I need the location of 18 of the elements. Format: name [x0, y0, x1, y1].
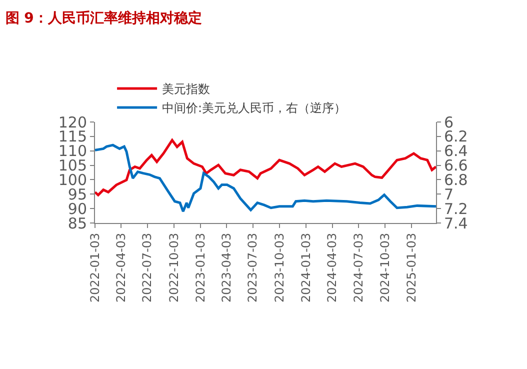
x-tick-label: 2024-10-03 — [378, 232, 392, 303]
x-tick-label: 2025-01-03 — [404, 232, 419, 303]
x-tick-label: 2023-10-03 — [272, 232, 286, 303]
x-tick-label: 2024-04-03 — [325, 232, 340, 303]
chart-title: 图 9：人民币汇率维持相对稳定 — [5, 10, 202, 27]
x-tick-label: 2022-01-03 — [88, 232, 102, 303]
x-tick-label: 2023-01-03 — [193, 232, 208, 303]
legend-label: 中间价:美元兑人民币，右（逆序） — [162, 101, 346, 116]
line-series — [95, 138, 436, 196]
x-tick-label: 2022-07-03 — [140, 232, 154, 303]
x-tick-label: 2022-04-03 — [114, 232, 128, 303]
x-tick-label: 2024-01-03 — [298, 232, 313, 303]
x-tick-label: 2023-04-03 — [219, 232, 234, 303]
legend-label: 美元指数 — [162, 82, 210, 96]
line-series — [95, 144, 436, 213]
x-tick-label: 2024-07-03 — [351, 232, 366, 303]
x-tick-label: 2023-07-03 — [246, 232, 260, 303]
x-tick-label: 2022-10-03 — [166, 232, 181, 303]
